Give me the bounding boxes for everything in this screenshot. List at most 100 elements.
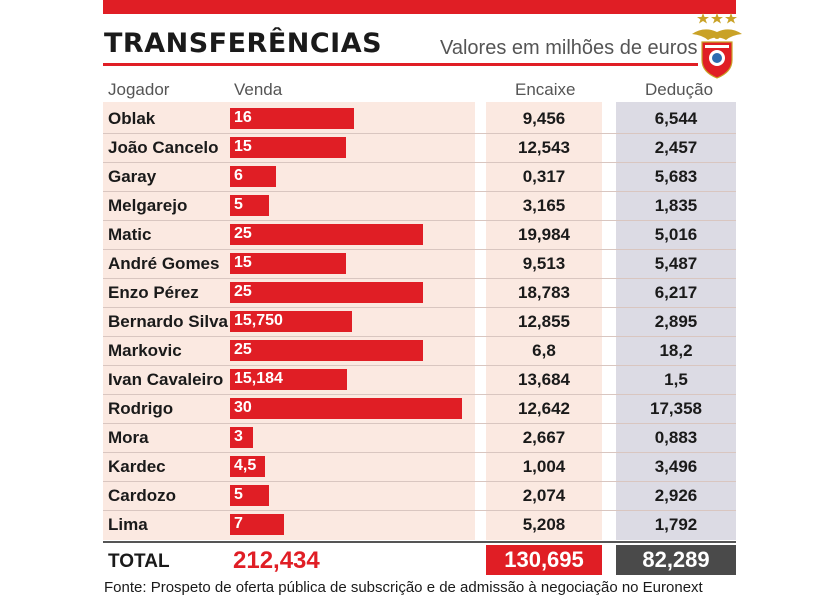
venda-bar [230, 311, 352, 332]
deducao-value: 17,358 [650, 399, 702, 418]
venda-bar-label: 16 [234, 109, 252, 126]
encaixe-value: 9,513 [522, 254, 566, 273]
venda-bar [230, 137, 346, 158]
header-venda: Venda [234, 80, 283, 99]
top-accent-bar [103, 0, 736, 14]
deducao-value: 6,544 [654, 109, 698, 128]
player-name: Garay [108, 167, 157, 186]
encaixe-value: 2,074 [522, 486, 566, 505]
player-name: Oblak [108, 109, 156, 128]
venda-bar-label: 25 [234, 283, 252, 300]
venda-bar-label: 3 [234, 428, 243, 445]
encaixe-value: 19,984 [518, 225, 570, 244]
total-rule [103, 541, 736, 543]
player-name: Matic [108, 225, 152, 244]
title-rule [103, 63, 698, 66]
venda-bar [230, 195, 269, 216]
venda-bar [230, 485, 269, 506]
player-name: Mora [108, 428, 149, 447]
player-name: Lima [108, 515, 148, 534]
row-separator [103, 162, 736, 163]
venda-bar-label: 7 [234, 515, 243, 532]
table-row: Matic 25 19,984 5,016 [0, 220, 834, 249]
encaixe-value: 6,8 [532, 341, 556, 360]
player-name: Melgarejo [108, 196, 188, 215]
header-encaixe: Encaixe [515, 80, 576, 99]
venda-bar-label: 5 [234, 486, 243, 503]
table-row: Garay 6 0,317 5,683 [0, 162, 834, 191]
player-name: Markovic [108, 341, 182, 360]
table-row: Rodrigo 30 12,642 17,358 [0, 394, 834, 423]
encaixe-value: 0,317 [522, 167, 566, 186]
total-encaixe: 130,695 [486, 545, 602, 575]
encaixe-column-background [486, 102, 602, 540]
deducao-column-background [616, 102, 736, 540]
table-row: João Cancelo 15 12,543 2,457 [0, 133, 834, 162]
venda-bar [230, 427, 253, 448]
deducao-value: 5,016 [654, 225, 698, 244]
table-row: Bernardo Silva 15,750 12,855 2,895 [0, 307, 834, 336]
row-separator [103, 481, 736, 482]
row-separator [103, 394, 736, 395]
row-separator [103, 365, 736, 366]
row-separator [103, 278, 736, 279]
encaixe-value: 5,208 [522, 515, 566, 534]
deducao-value: 5,683 [654, 167, 698, 186]
encaixe-value: 12,855 [518, 312, 570, 331]
venda-bar-label: 15,184 [234, 370, 283, 387]
venda-bar [230, 224, 423, 245]
venda-bar [230, 369, 347, 390]
row-separator [103, 249, 736, 250]
player-name: Rodrigo [108, 399, 174, 418]
deducao-value: 1,792 [654, 515, 698, 534]
row-separator [103, 423, 736, 424]
deducao-value: 1,5 [664, 370, 688, 389]
venda-bar [230, 108, 354, 129]
player-name: André Gomes [108, 254, 220, 273]
table-row: Ivan Cavaleiro 15,184 13,684 1,5 [0, 365, 834, 394]
deducao-value: 6,217 [654, 283, 698, 302]
venda-bar [230, 398, 462, 419]
player-name: Kardec [108, 457, 166, 476]
table-row: Mora 3 2,667 0,883 [0, 423, 834, 452]
table-row: Kardec 4,5 1,004 3,496 [0, 452, 834, 481]
venda-bar-label: 4,5 [234, 457, 257, 474]
header-jogador: Jogador [108, 80, 170, 99]
venda-bar [230, 340, 423, 361]
row-separator [103, 220, 736, 221]
source-note: Fonte: Prospeto de oferta pública de sub… [104, 579, 703, 596]
table-row: Oblak 16 9,456 6,544 [0, 104, 834, 133]
deducao-value: 2,457 [654, 138, 698, 157]
venda-bar [230, 282, 423, 303]
player-name: João Cancelo [108, 138, 219, 157]
encaixe-value: 12,642 [518, 399, 570, 418]
venda-bar-label: 30 [234, 399, 252, 416]
deducao-value: 1,835 [654, 196, 698, 215]
table-row: Melgarejo 5 3,165 1,835 [0, 191, 834, 220]
venda-bar-label: 25 [234, 341, 252, 358]
venda-bar-label: 25 [234, 225, 252, 242]
row-separator [103, 452, 736, 453]
encaixe-value: 9,456 [522, 109, 566, 128]
table-row: Markovic 25 6,8 18,2 [0, 336, 834, 365]
encaixe-value: 2,667 [522, 428, 566, 447]
table-header: Jogador Venda Encaixe Dedução [0, 80, 834, 100]
total-venda: 212,434 [233, 547, 320, 574]
benfica-eagle-crest-icon [692, 13, 742, 79]
venda-bar [230, 166, 276, 187]
page-title: TRANSFERÊNCIAS [104, 28, 383, 59]
total-label: TOTAL [108, 551, 170, 572]
total-deducao: 82,289 [616, 545, 736, 575]
venda-bar-label: 5 [234, 196, 243, 213]
row-separator [103, 133, 736, 134]
table-row: Lima 7 5,208 1,792 [0, 510, 834, 539]
venda-bar-label: 15 [234, 138, 252, 155]
encaixe-value: 3,165 [522, 196, 566, 215]
encaixe-value: 1,004 [522, 457, 566, 476]
venda-bar-label: 15 [234, 254, 252, 271]
player-name: Ivan Cavaleiro [108, 370, 224, 389]
table-row: André Gomes 15 9,513 5,487 [0, 249, 834, 278]
venda-bar [230, 514, 284, 535]
venda-bar-label: 6 [234, 167, 243, 184]
player-name: Bernardo Silva [108, 312, 228, 331]
